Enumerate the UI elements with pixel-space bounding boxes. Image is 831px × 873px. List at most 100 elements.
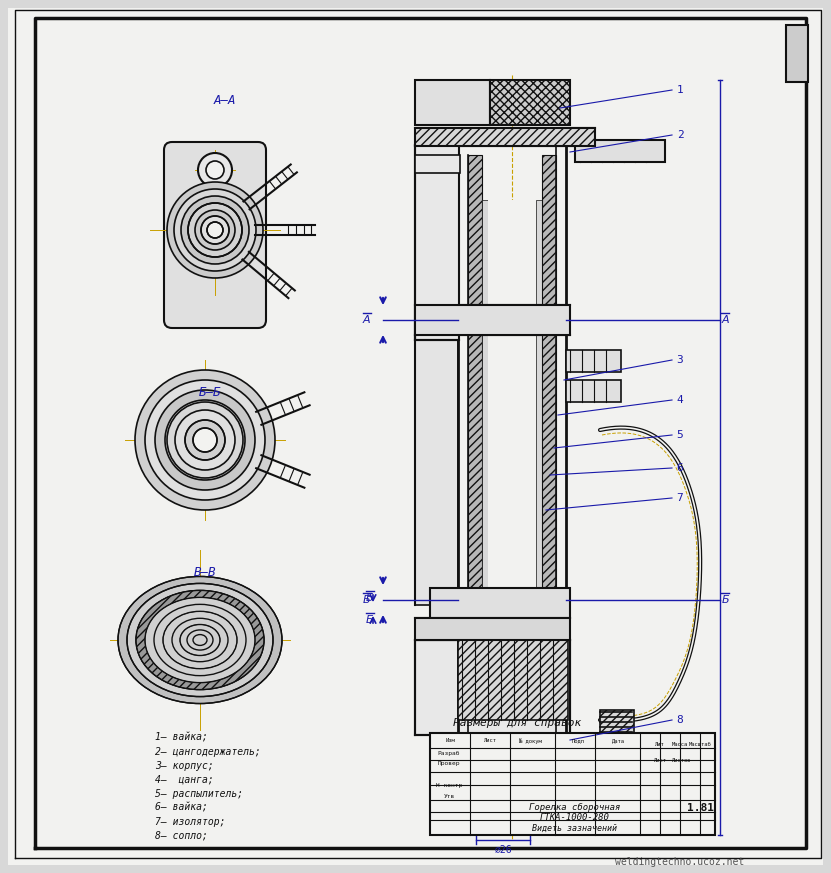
Bar: [536, 200, 542, 680]
Bar: [482, 200, 488, 680]
Bar: [468, 155, 482, 685]
Ellipse shape: [163, 611, 237, 669]
Text: Б–Б: Б–Б: [199, 386, 221, 398]
Circle shape: [206, 161, 224, 179]
Text: 6– вайка;: 6– вайка;: [155, 803, 208, 813]
Text: 3– корпус;: 3– корпус;: [155, 761, 214, 771]
Text: 8– сопло;: 8– сопло;: [155, 831, 208, 841]
Bar: [415, 305, 570, 335]
Bar: [430, 588, 570, 618]
Text: Лит: Лит: [655, 743, 665, 747]
Text: 4: 4: [676, 395, 683, 405]
Circle shape: [145, 380, 265, 500]
Circle shape: [185, 420, 225, 460]
Text: weldingtechno.ucoz.net: weldingtechno.ucoz.net: [616, 857, 745, 867]
Ellipse shape: [136, 590, 264, 690]
Bar: [458, 768, 532, 790]
Bar: [542, 155, 556, 685]
Text: ∅26: ∅26: [494, 845, 512, 855]
Text: Б: Б: [366, 593, 373, 603]
Ellipse shape: [180, 624, 220, 656]
Ellipse shape: [172, 618, 228, 662]
Text: Горелка сборочная: Горелка сборочная: [529, 802, 621, 812]
Bar: [476, 790, 516, 822]
Text: 7– изолятор;: 7– изолятор;: [155, 817, 225, 827]
Text: Б: Б: [722, 595, 730, 605]
Text: Н контр: Н контр: [436, 782, 462, 787]
Bar: [415, 335, 458, 605]
Text: Дата: Дата: [612, 739, 625, 744]
Circle shape: [174, 189, 256, 271]
Circle shape: [201, 216, 229, 244]
Ellipse shape: [187, 630, 213, 650]
Circle shape: [195, 210, 235, 250]
Ellipse shape: [180, 624, 220, 656]
Circle shape: [181, 196, 249, 264]
Ellipse shape: [118, 576, 282, 704]
Bar: [458, 640, 568, 720]
Text: Лист: Лист: [653, 758, 666, 762]
Circle shape: [167, 182, 263, 278]
Bar: [450, 753, 540, 768]
Text: Подп: Подп: [572, 739, 584, 744]
Text: Разраб: Разраб: [438, 751, 460, 755]
Bar: [415, 128, 595, 146]
Bar: [435, 735, 555, 753]
Bar: [470, 822, 522, 834]
Circle shape: [188, 203, 242, 257]
Text: 2: 2: [676, 130, 683, 140]
Circle shape: [198, 153, 232, 187]
Wedge shape: [174, 189, 256, 271]
Bar: [490, 80, 570, 125]
Text: ГТКА-1000-280: ГТКА-1000-280: [540, 814, 610, 822]
Text: А: А: [362, 315, 370, 325]
Text: Лист: Лист: [484, 739, 496, 744]
Text: В–В: В–В: [194, 566, 216, 579]
Text: Листов: Листов: [672, 758, 691, 762]
Text: № докум: № докум: [519, 739, 541, 744]
Wedge shape: [145, 380, 265, 500]
Text: 5: 5: [676, 430, 683, 440]
Text: 6: 6: [676, 463, 683, 473]
Ellipse shape: [145, 597, 255, 683]
Bar: [430, 733, 715, 835]
Text: 1.81: 1.81: [686, 803, 714, 813]
Bar: [575, 140, 665, 162]
FancyBboxPatch shape: [164, 142, 266, 328]
Text: 4–  цанга;: 4– цанга;: [155, 775, 214, 785]
Text: Изм: Изм: [445, 739, 455, 744]
Ellipse shape: [163, 611, 237, 669]
Text: 1: 1: [676, 85, 683, 95]
Bar: [415, 145, 459, 340]
Bar: [488, 200, 536, 680]
Circle shape: [155, 390, 255, 490]
Text: Б: Б: [366, 615, 373, 625]
Bar: [566, 380, 621, 402]
Ellipse shape: [172, 618, 228, 662]
Ellipse shape: [145, 597, 255, 683]
Text: Утв: Утв: [444, 794, 455, 799]
Bar: [786, 25, 808, 82]
Text: 1– вайка;: 1– вайка;: [155, 733, 208, 743]
Ellipse shape: [154, 604, 246, 676]
Circle shape: [165, 400, 245, 480]
Ellipse shape: [154, 604, 246, 676]
Text: 7: 7: [676, 493, 683, 503]
Text: Масштаб: Масштаб: [689, 743, 711, 747]
Text: Провер: Провер: [438, 760, 460, 766]
Text: А: А: [722, 315, 730, 325]
Bar: [415, 640, 570, 735]
Text: Размеры для справок: Размеры для справок: [453, 718, 581, 728]
Circle shape: [193, 428, 217, 452]
Ellipse shape: [127, 583, 273, 697]
Bar: [415, 80, 490, 125]
Bar: [385, 65, 740, 835]
Bar: [415, 155, 460, 173]
Text: Б: Б: [362, 595, 370, 605]
Ellipse shape: [136, 590, 264, 690]
Ellipse shape: [193, 635, 207, 645]
Text: 8: 8: [676, 715, 683, 725]
Text: А–А: А–А: [214, 93, 236, 107]
Circle shape: [207, 222, 223, 238]
Text: Видеть зазначений: Видеть зазначений: [533, 823, 617, 833]
